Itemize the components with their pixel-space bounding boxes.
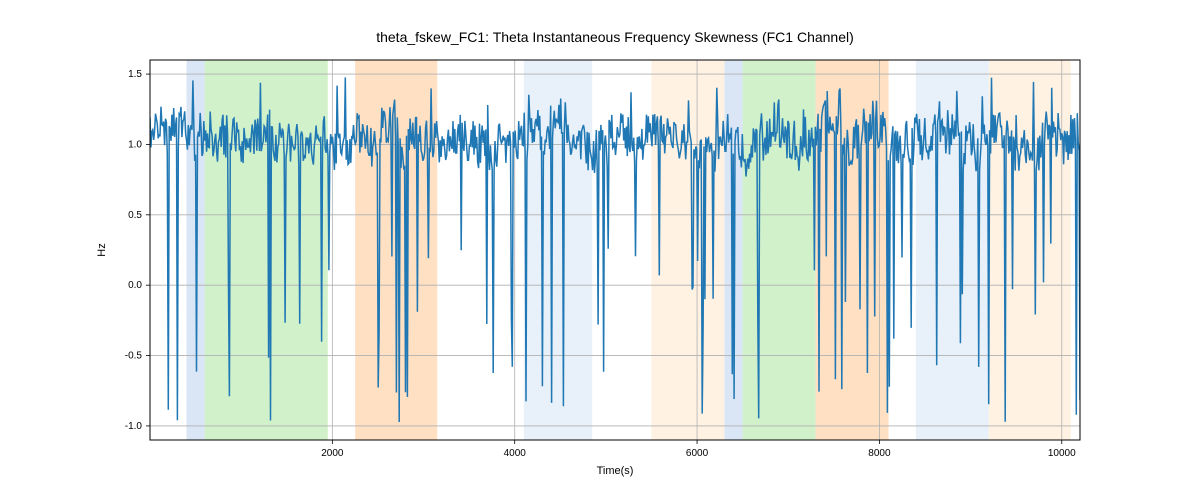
time-series-chart: 2000 4000 6000 8000 10000 -1.0 -0.5 0.0 0.5 1.0 1.… — [0, 0, 1200, 500]
x-axis-label: Time(s) — [597, 465, 634, 477]
x-tick-label: 8000 — [868, 448, 891, 459]
y-tick-label: 1.5 — [128, 69, 142, 80]
x-tick-label: 6000 — [686, 448, 709, 459]
y-tick-label: 1.0 — [128, 139, 142, 150]
y-tick-label: 0.0 — [128, 280, 142, 291]
y-tick-label: -0.5 — [125, 351, 143, 362]
y-tick-label: 0.5 — [128, 210, 142, 221]
y-tick-label: -1.0 — [125, 421, 143, 432]
x-tick-label: 10000 — [1048, 448, 1076, 459]
chart-svg: 2000 4000 6000 8000 10000 -1.0 -0.5 0.0 0.5 1.0 1.… — [0, 0, 1200, 500]
y-axis-label: Hz — [96, 243, 108, 256]
chart-title: theta_fskew_FC1: Theta Instantaneous Fre… — [376, 29, 854, 45]
x-tick-label: 4000 — [504, 448, 527, 459]
x-tick-label: 2000 — [321, 448, 344, 459]
